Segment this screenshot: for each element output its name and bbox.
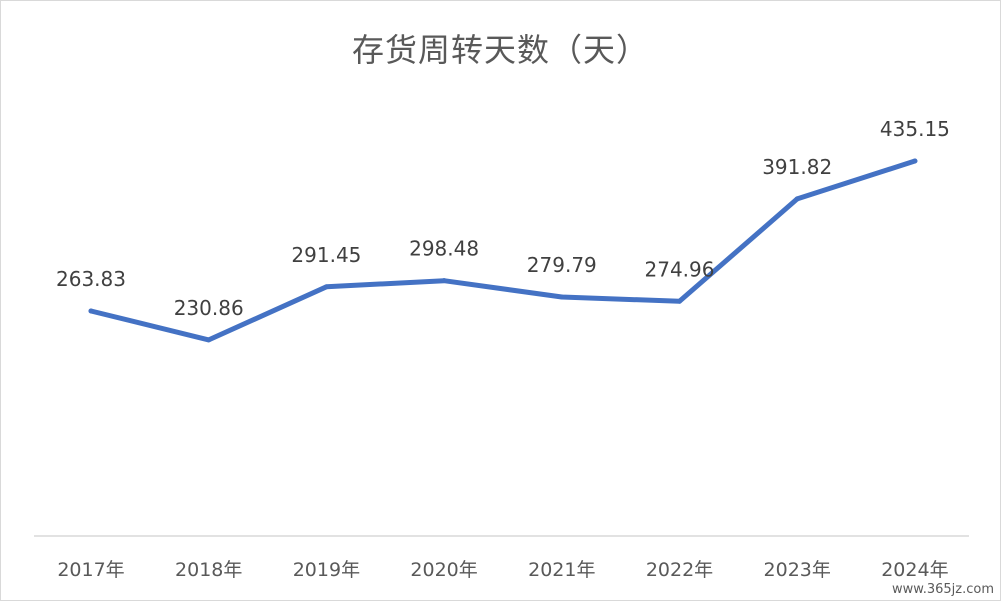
data-point-4 (559, 294, 565, 300)
data-point-6 (794, 196, 800, 202)
data-point-7 (912, 158, 918, 164)
watermark-text: www.365jz.com (892, 582, 994, 597)
x-tick-label-0: 2017年 (57, 559, 124, 581)
data-point-1 (206, 337, 212, 343)
x-tick-label-4: 2021年 (528, 559, 595, 581)
data-point-0 (88, 308, 94, 314)
chart-title: 存货周转天数（天） (351, 31, 649, 69)
x-tick-label-3: 2020年 (410, 559, 477, 581)
data-label-3: 298.48 (409, 237, 479, 261)
data-label-0: 263.83 (56, 267, 126, 291)
data-point-5 (677, 298, 682, 304)
x-tick-label-2: 2019年 (293, 559, 360, 581)
x-tick-label-5: 2022年 (646, 559, 713, 581)
data-point-2 (323, 284, 329, 290)
data-label-7: 435.15 (880, 117, 950, 141)
data-label-4: 279.79 (527, 253, 597, 277)
series-line (88, 158, 918, 343)
data-label-5: 274.96 (645, 257, 715, 281)
data-point-3 (441, 278, 447, 284)
data-label-1: 230.86 (174, 296, 244, 320)
x-tick-label-1: 2018年 (175, 559, 242, 581)
data-label-2: 291.45 (291, 243, 361, 267)
data-label-6: 391.82 (762, 155, 832, 179)
x-tick-label-7: 2024年 (881, 559, 948, 581)
x-tick-label-6: 2023年 (764, 559, 831, 581)
